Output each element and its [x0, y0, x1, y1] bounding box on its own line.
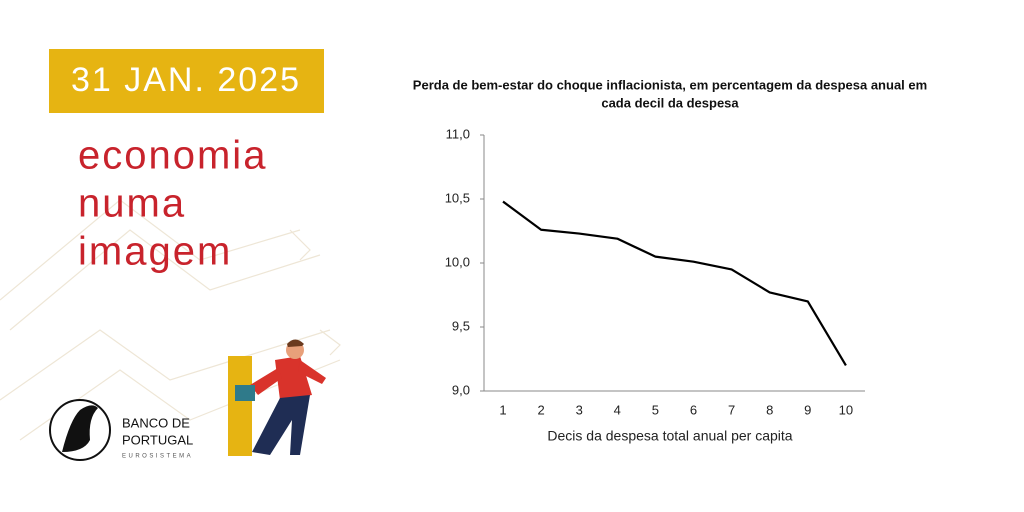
x-tick-label: 1	[499, 402, 506, 417]
heading-line: numa	[78, 182, 186, 226]
x-tick-label: 10	[839, 402, 853, 417]
date: 31 JAN. 2025	[71, 61, 301, 99]
logo-subtitle: EUROSISTEMA	[122, 454, 193, 460]
line	[502, 200, 847, 366]
x-tick-label: 4	[614, 402, 621, 417]
x-tick-label: 6	[690, 402, 697, 417]
logo-text: PORTUGAL	[122, 432, 193, 447]
y-tick-label: 9,0	[452, 382, 470, 397]
heading-line: economia	[78, 134, 267, 178]
chart-title: Perda de bem-estar do choque inflacionis…	[413, 77, 927, 92]
y-tick-label: 10,0	[445, 254, 470, 269]
x-tick-label: 8	[766, 402, 773, 417]
chart-title: cada decil da despesa	[601, 95, 739, 110]
heading-line: imagem	[78, 230, 232, 274]
illustration	[228, 339, 326, 456]
x-tick-label: 9	[804, 402, 811, 417]
logo-text: BANCO DE	[122, 415, 190, 430]
y-tick-label: 11,0	[446, 126, 470, 141]
y-tick-label: 9,5	[452, 318, 470, 333]
x-tick-label: 2	[537, 402, 544, 417]
logo: BANCO DE PORTUGAL EUROSISTEMA	[49, 399, 193, 461]
y-tick-label: 10,5	[445, 190, 470, 205]
plot: 9,0 9,5 10,0 10,5 11,0 1 2 3 4 5 6 7 8 9 10	[445, 126, 853, 417]
x-tick-label: 5	[652, 402, 659, 417]
x-axis-label: Decis da despesa total anual per capita	[547, 428, 792, 444]
date-box	[49, 49, 324, 113]
x-tick-label: 7	[728, 402, 735, 417]
x-tick-label: 3	[576, 402, 583, 417]
